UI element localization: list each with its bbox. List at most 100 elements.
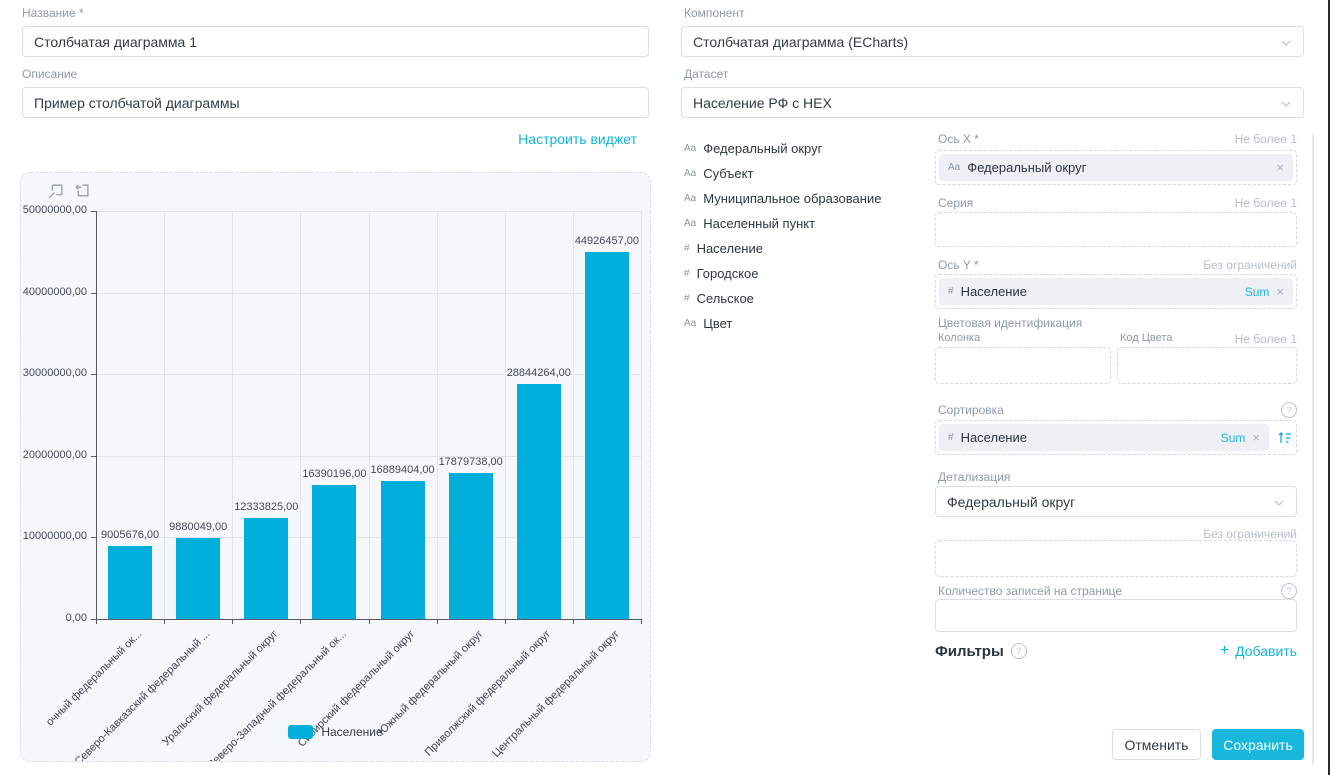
add-filter-label: Добавить [1235, 643, 1297, 659]
chip-label: Население [960, 430, 1027, 445]
x-axis-limit: Не более 1 [1234, 132, 1297, 146]
chart-preview-card: 50000000,00 40000000,00 30000000,00 2000000… [20, 172, 651, 762]
chart-legend[interactable]: Население [21, 725, 650, 739]
chart-bar[interactable] [176, 538, 221, 619]
dataset-value: Население РФ с HEX [693, 94, 832, 111]
aggregation-selector[interactable]: Sum [1220, 430, 1246, 445]
y-tick-mark [91, 211, 96, 212]
text-field-icon: Aa [684, 142, 697, 154]
x-tick-mark [300, 619, 302, 624]
y-axis-chip[interactable]: # Население Sum × [939, 278, 1293, 305]
color-code-dropzone[interactable] [1117, 347, 1297, 384]
x-gridline [504, 211, 506, 619]
chart-bar[interactable] [584, 252, 629, 619]
field-item-municipality[interactable]: Aa Муниципальное образование [684, 188, 881, 208]
component-value: Столбчатая диаграмма (ECharts) [693, 33, 909, 50]
color-limit: Не более 1 [1234, 332, 1297, 346]
field-label: Сельское [696, 290, 754, 306]
number-field-icon: # [948, 286, 954, 297]
y-tick-mark [91, 374, 96, 376]
field-item-rural[interactable]: # Сельское [684, 288, 754, 308]
bar-value-label: 17879738,00 [438, 456, 503, 469]
remove-icon[interactable]: × [1276, 160, 1284, 175]
text-field-icon: Aa [684, 167, 697, 179]
y-axis-label: Ось Y * [938, 258, 979, 272]
field-item-color[interactable]: Aa Цвет [684, 313, 732, 333]
bar-chart: 50000000,00 40000000,00 30000000,00 2000000… [21, 173, 650, 761]
chart-bar[interactable] [108, 545, 153, 619]
field-item-urban[interactable]: # Городское [684, 263, 759, 283]
field-item-subject[interactable]: Aa Субъект [684, 163, 753, 183]
text-field-icon: Aa [684, 192, 697, 204]
records-per-page-input[interactable] [935, 599, 1297, 632]
chart-bar[interactable] [380, 481, 425, 619]
x-axis-line [96, 619, 641, 620]
y-tick-mark [91, 537, 96, 539]
field-label: Субъект [703, 165, 754, 181]
chart-bar[interactable] [448, 473, 493, 619]
number-field-icon: # [684, 292, 690, 304]
y-axis-dropzone[interactable]: # Население Sum × [935, 274, 1297, 309]
field-label: Население [696, 240, 763, 256]
name-input[interactable] [22, 26, 649, 57]
color-identification-label: Цветовая идентификация [938, 316, 1083, 330]
add-filter-button[interactable]: + Добавить [1220, 642, 1297, 660]
x-tick-mark [504, 619, 506, 624]
x-gridline [436, 211, 438, 619]
field-item-settlement[interactable]: Aa Населенный пункт [684, 213, 815, 233]
x-category-label: Северо-Западный федеральный ок... [205, 628, 349, 762]
x-gridline [641, 211, 642, 619]
configure-widget-link[interactable]: Настроить виджет [518, 131, 637, 147]
sorting-chip[interactable]: # Население Sum × [939, 424, 1269, 451]
sorting-dropzone[interactable]: # Население Sum × [935, 420, 1297, 455]
y-tick-label: 40000000,00 [22, 285, 87, 298]
y-tick-label: 0,00 [65, 612, 87, 624]
filters-label: Фильтры [935, 642, 1004, 660]
panel-scrollbar[interactable] [1312, 135, 1314, 765]
remove-icon[interactable]: × [1276, 284, 1284, 299]
chart-zoom-reset-icon[interactable] [73, 183, 90, 205]
legend-label: Население [321, 725, 383, 739]
remove-icon[interactable]: × [1252, 430, 1260, 445]
help-icon[interactable]: ? [1281, 402, 1297, 418]
x-gridline [164, 211, 166, 619]
sort-direction-icon[interactable] [1277, 430, 1293, 446]
x-tick-mark [572, 619, 574, 624]
extra-dropzone[interactable] [935, 540, 1297, 577]
series-limit: Не более 1 [1234, 196, 1297, 210]
x-tick-mark [368, 619, 370, 624]
x-axis-dropzone[interactable]: Aa Федеральный округ × [935, 150, 1297, 185]
cancel-button[interactable]: Отменить [1112, 729, 1201, 760]
aggregation-selector[interactable]: Sum [1244, 284, 1270, 299]
x-axis-label: Ось X * [938, 132, 979, 146]
y-tick-mark [91, 619, 96, 620]
text-field-icon: Aa [684, 317, 697, 329]
x-gridline [572, 211, 574, 619]
save-button[interactable]: Сохранить [1212, 729, 1304, 760]
detail-select[interactable]: Федеральный округ [935, 486, 1297, 517]
chart-bar[interactable] [244, 518, 289, 619]
field-label: Федеральный округ [703, 140, 823, 156]
x-axis-chip[interactable]: Aa Федеральный округ × [939, 154, 1293, 181]
y-tick-label: 10000000,00 [22, 530, 87, 543]
component-select[interactable]: Столбчатая диаграмма (ECharts) [681, 26, 1304, 57]
chart-bar[interactable] [516, 383, 561, 619]
series-dropzone[interactable] [935, 212, 1297, 247]
bar-value-label: 16889404,00 [370, 464, 435, 477]
field-item-federal-district[interactable]: Aa Федеральный округ [684, 138, 822, 158]
x-tick-mark [641, 619, 642, 624]
help-icon[interactable]: ? [1281, 583, 1297, 599]
field-item-population[interactable]: # Население [684, 238, 763, 258]
x-tick-mark [232, 619, 234, 624]
dataset-select[interactable]: Население РФ с HEX [681, 87, 1304, 118]
bar-value-label: 16390196,00 [302, 468, 367, 481]
help-icon[interactable]: ? [1010, 643, 1027, 659]
bar-value-label: 12333825,00 [234, 501, 299, 514]
chart-bar[interactable] [312, 485, 357, 619]
chart-zoom-select-icon[interactable] [47, 183, 64, 205]
color-column-dropzone[interactable] [935, 347, 1111, 384]
description-input[interactable] [22, 87, 649, 118]
detail-label: Детализация [938, 470, 1011, 484]
y-tick-mark [91, 455, 96, 457]
field-label: Городское [696, 265, 759, 281]
